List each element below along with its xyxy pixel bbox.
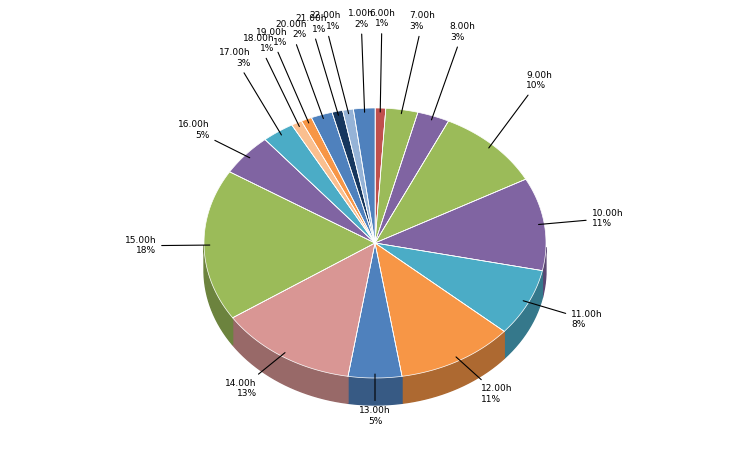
Polygon shape	[332, 110, 375, 243]
Polygon shape	[375, 243, 542, 331]
Text: 19.00h
1%: 19.00h 1%	[256, 27, 309, 123]
Text: 16.00h
5%: 16.00h 5%	[178, 120, 250, 158]
Polygon shape	[504, 270, 542, 358]
Polygon shape	[302, 117, 375, 243]
Polygon shape	[353, 108, 375, 243]
Text: 6.00h
1%: 6.00h 1%	[369, 9, 395, 112]
Polygon shape	[542, 248, 546, 297]
Text: 13.00h
5%: 13.00h 5%	[359, 374, 391, 426]
Text: 12.00h
11%: 12.00h 11%	[456, 357, 513, 404]
Text: 1.00h
2%: 1.00h 2%	[348, 9, 374, 112]
Text: 18.00h
1%: 18.00h 1%	[243, 34, 299, 126]
Polygon shape	[375, 179, 546, 270]
Text: 17.00h
3%: 17.00h 3%	[219, 48, 281, 135]
Polygon shape	[230, 140, 375, 243]
Polygon shape	[402, 331, 504, 403]
Polygon shape	[375, 243, 504, 376]
Polygon shape	[232, 243, 375, 376]
Text: 11.00h
8%: 11.00h 8%	[524, 301, 603, 329]
Text: 14.00h
13%: 14.00h 13%	[225, 353, 285, 398]
Text: 21.00h
1%: 21.00h 1%	[296, 14, 338, 115]
Text: 10.00h
11%: 10.00h 11%	[538, 209, 623, 228]
Text: 7.00h
3%: 7.00h 3%	[401, 12, 436, 114]
Polygon shape	[375, 108, 386, 243]
Text: 15.00h
18%: 15.00h 18%	[124, 236, 210, 256]
Text: 22.00h
1%: 22.00h 1%	[309, 12, 349, 114]
Polygon shape	[265, 125, 375, 243]
Polygon shape	[375, 108, 418, 243]
Text: 20.00h
2%: 20.00h 2%	[275, 20, 323, 118]
Polygon shape	[232, 318, 348, 403]
Polygon shape	[343, 109, 375, 243]
Polygon shape	[348, 243, 402, 378]
Polygon shape	[292, 121, 375, 243]
Polygon shape	[375, 112, 448, 243]
Polygon shape	[348, 376, 402, 405]
Polygon shape	[375, 121, 526, 243]
Polygon shape	[204, 172, 375, 318]
Polygon shape	[311, 112, 375, 243]
Polygon shape	[204, 245, 232, 345]
Text: 9.00h
10%: 9.00h 10%	[489, 71, 552, 148]
Text: 8.00h
3%: 8.00h 3%	[431, 22, 476, 120]
